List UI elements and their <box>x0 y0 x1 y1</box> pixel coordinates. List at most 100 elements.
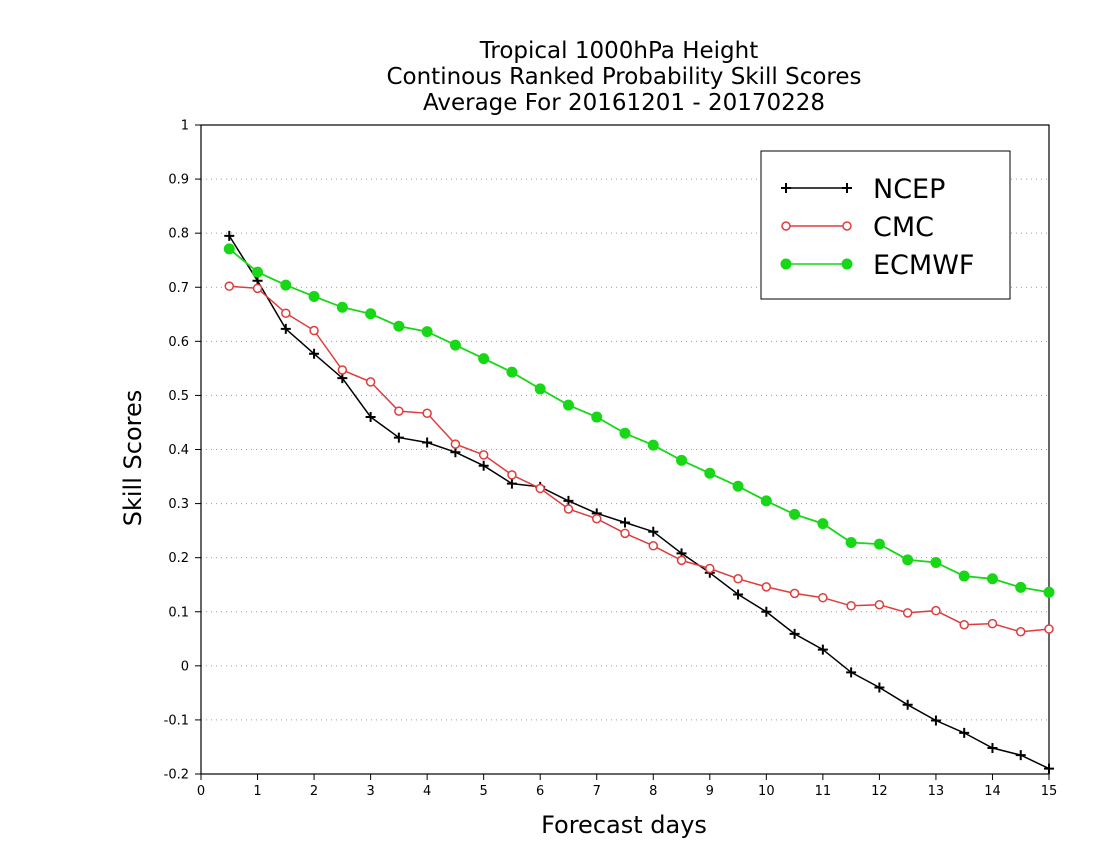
ncep-point <box>393 432 404 443</box>
ecmwf-point <box>902 554 914 566</box>
cmc-point <box>874 599 885 610</box>
ncep-point <box>450 447 461 458</box>
legend-ecmwf-marker-right <box>841 258 853 270</box>
title-line-1: Tropical 1000hPa Height <box>479 38 759 64</box>
x-tick-label: 14 <box>984 784 1001 799</box>
x-tick-label: 7 <box>593 784 601 799</box>
legend-ncep-marker-right <box>842 183 852 193</box>
x-tick-label: 12 <box>871 784 888 799</box>
ecmwf-point <box>336 301 348 313</box>
cmc-point <box>987 618 998 629</box>
cmc-point <box>733 574 743 584</box>
cmc-point <box>478 450 489 460</box>
ncep-point <box>733 589 744 600</box>
title-line-2: Continous Ranked Probability Skill Score… <box>386 64 861 90</box>
ncep-point <box>987 743 998 754</box>
x-tick-label: 10 <box>758 784 775 799</box>
series-layer <box>223 230 1055 774</box>
x-tick-label: 15 <box>1041 784 1058 799</box>
cmc-point <box>789 588 800 599</box>
ecmwf-point <box>845 537 857 549</box>
ecmwf-point <box>986 573 998 585</box>
x-axis-ticks: 0 1 2 3 4 5 6 7 8 9 10 11 12 13 14 15 <box>197 774 1057 799</box>
ecmwf-point <box>930 557 942 569</box>
x-tick-label: 13 <box>928 784 945 799</box>
cmc-point <box>620 528 630 539</box>
ncep-point <box>874 682 885 693</box>
y-tick-label: -0.2 <box>164 768 189 783</box>
ecmwf-point <box>223 243 235 255</box>
y-axis-label: Skill Scores <box>119 390 147 527</box>
ncep-point <box>846 667 857 678</box>
ecmwf-point <box>1043 586 1055 598</box>
cmc-point <box>705 563 715 574</box>
y-tick-label: 0 <box>181 659 189 674</box>
ecmwf-point <box>619 427 631 439</box>
ncep-point <box>789 628 800 639</box>
cmc-point <box>902 608 913 618</box>
ecmwf-point <box>676 454 688 466</box>
x-tick-label: 4 <box>423 784 431 799</box>
ncep-line <box>228 235 1050 770</box>
ncep-point <box>506 478 517 489</box>
ncep-point <box>563 495 574 506</box>
cmc-point <box>365 377 376 387</box>
cmc-point <box>761 582 772 592</box>
legend-cmc-marker-left <box>781 221 791 231</box>
y-tick-label: 0.7 <box>168 281 189 296</box>
ecmwf-point <box>958 570 970 582</box>
cmc-point <box>394 406 404 416</box>
cmc-point <box>337 365 348 375</box>
cmc-point <box>252 283 263 294</box>
x-tick-label: 0 <box>197 784 205 799</box>
x-axis-label: Forecast days <box>541 811 707 839</box>
x-tick-label: 3 <box>366 784 374 799</box>
ecmwf-point <box>478 353 490 365</box>
series-cmc <box>224 281 1054 637</box>
cmc-point <box>1015 627 1026 637</box>
series-ecmwf <box>223 243 1055 598</box>
ncep-point <box>817 644 828 655</box>
ecmwf-point <box>252 266 264 278</box>
x-tick-label: 8 <box>649 784 657 799</box>
y-tick-label: 0.8 <box>168 227 189 242</box>
cmc-point <box>676 555 687 566</box>
x-tick-label: 6 <box>536 784 544 799</box>
ncep-point <box>959 727 970 738</box>
ecmwf-point <box>873 538 885 550</box>
y-tick-label: 0.4 <box>168 443 189 458</box>
ecmwf-point <box>308 290 320 302</box>
y-tick-label: 0.1 <box>168 605 189 620</box>
cmc-point <box>535 483 545 494</box>
ncep-point <box>337 373 348 384</box>
y-axis-ticks: -0.2 -0.1 0 0.1 0.2 0.3 0.4 0.5 0.6 0.7 0.8 0.9 1 <box>164 119 201 783</box>
cmc-point <box>1044 624 1054 634</box>
legend-ncep-marker-left <box>781 183 791 193</box>
ncep-point <box>902 699 913 710</box>
legend-box <box>760 150 1011 300</box>
ncep-point <box>648 526 659 537</box>
cmc-point <box>591 513 602 524</box>
x-tick-label: 5 <box>480 784 488 799</box>
ecmwf-point <box>280 279 292 291</box>
ncep-point <box>761 606 772 617</box>
ecmwf-point <box>817 518 829 530</box>
ecmwf-point <box>506 366 518 378</box>
ncep-point <box>930 715 941 726</box>
ecmwf-point <box>534 383 546 395</box>
chart-title: Tropical 1000hPa Height Continous Ranked… <box>386 38 861 116</box>
y-tick-label: 0.5 <box>168 389 189 404</box>
x-tick-label: 11 <box>815 784 832 799</box>
cmc-point <box>818 592 828 603</box>
x-tick-label: 1 <box>253 784 261 799</box>
ecmwf-point <box>760 495 772 507</box>
y-tick-label: 0.3 <box>168 497 189 512</box>
legend-item-cmc: CMC <box>781 212 934 243</box>
y-tick-label: 0.9 <box>168 173 189 188</box>
ncep-point <box>478 460 489 471</box>
y-tick-label: 0.6 <box>168 335 189 350</box>
legend-ecmwf-marker-left <box>780 258 792 270</box>
legend: NCEP CMC ECMWF <box>760 150 1011 300</box>
ecmwf-point <box>647 439 659 451</box>
